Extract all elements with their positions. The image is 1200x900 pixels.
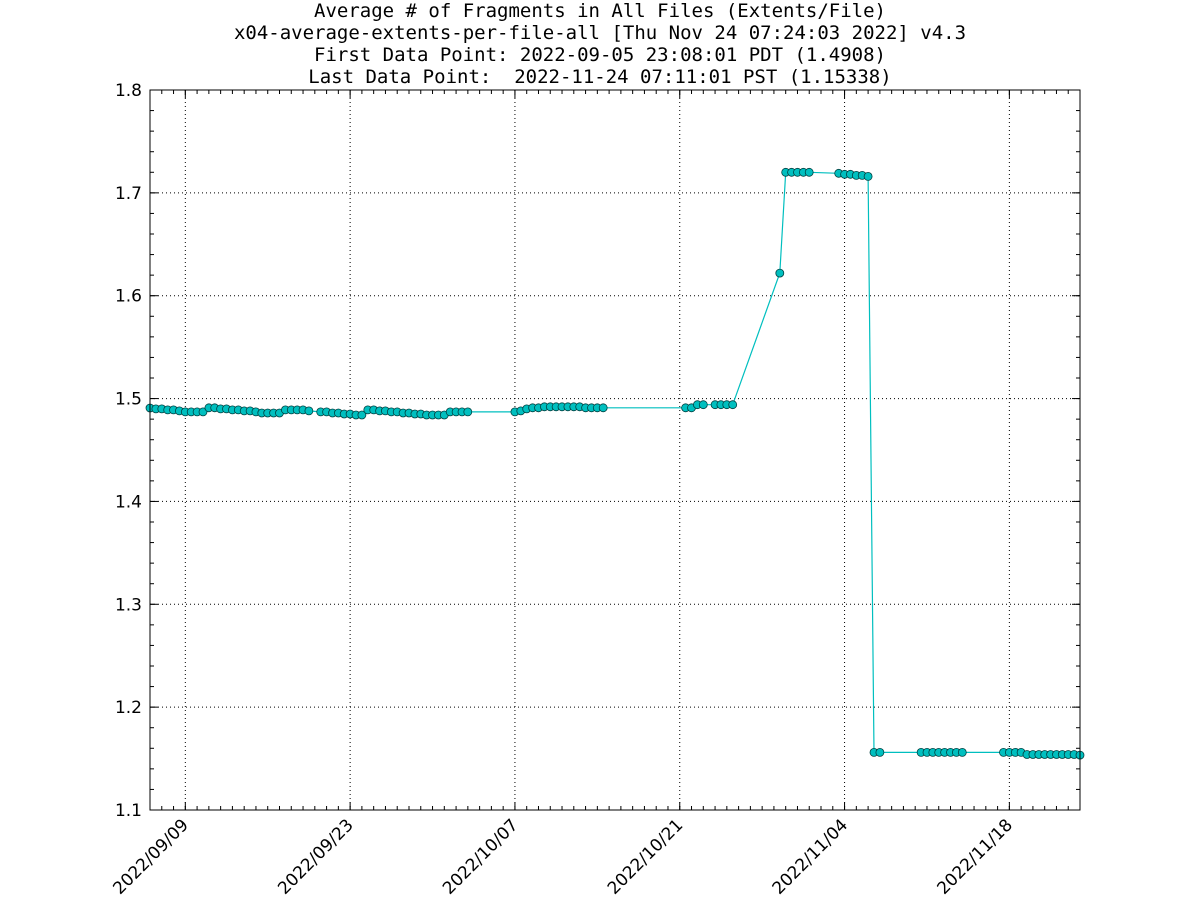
data-point — [304, 406, 314, 416]
axis-ticks — [149, 89, 1081, 811]
y-tick-labels: 1.1 1.2 1.3 1.4 1.5 1.6 1.7 1.8 — [115, 81, 142, 821]
x-tick-labels: 2022/09/09 2022/09/23 2022/10/07 2022/10/21… — [109, 815, 1016, 898]
last-data-point-label: Last Data Point: 2022-11-24 07:11:01 PST… — [308, 66, 892, 88]
plot-frame — [149, 89, 1081, 811]
data-point — [957, 748, 967, 757]
data-point — [198, 407, 208, 417]
x-tick-label: 2022/11/18 — [933, 815, 1016, 898]
data-point — [698, 400, 708, 410]
y-tick-label: 1.6 — [115, 287, 142, 307]
series-group — [145, 167, 1085, 760]
x-tick-label: 2022/10/07 — [439, 815, 522, 898]
chart-subtitle: x04-average-extents-per-file-all [Thu No… — [233, 22, 967, 44]
y-tick-label: 1.4 — [115, 492, 142, 512]
grid — [150, 90, 1080, 810]
data-point — [804, 167, 814, 177]
x-tick-label: 2022/09/09 — [109, 815, 192, 898]
chart-title: Average # of Fragments in All Files (Ext… — [314, 0, 886, 22]
data-point — [357, 410, 367, 420]
y-tick-label: 1.1 — [115, 801, 142, 821]
y-tick-label: 1.3 — [115, 595, 142, 615]
chart-title-block: Average # of Fragments in All Files (Ext… — [0, 0, 1200, 88]
x-tick-label: 2022/09/23 — [274, 815, 357, 898]
data-point — [875, 748, 885, 757]
data-point — [728, 400, 738, 410]
data-point — [463, 407, 473, 417]
y-tick-label: 1.2 — [115, 698, 142, 718]
x-tick-label: 2022/10/21 — [604, 815, 687, 898]
x-tick-label: 2022/11/04 — [769, 815, 852, 898]
y-tick-label: 1.8 — [115, 81, 142, 101]
y-tick-label: 1.5 — [115, 390, 142, 410]
data-point — [863, 171, 873, 181]
first-data-point-label: First Data Point: 2022-09-05 23:08:01 PD… — [314, 44, 886, 66]
data-point — [598, 403, 608, 413]
y-tick-label: 1.7 — [115, 184, 142, 204]
data-point — [775, 268, 785, 278]
series-line — [149, 171, 1081, 756]
